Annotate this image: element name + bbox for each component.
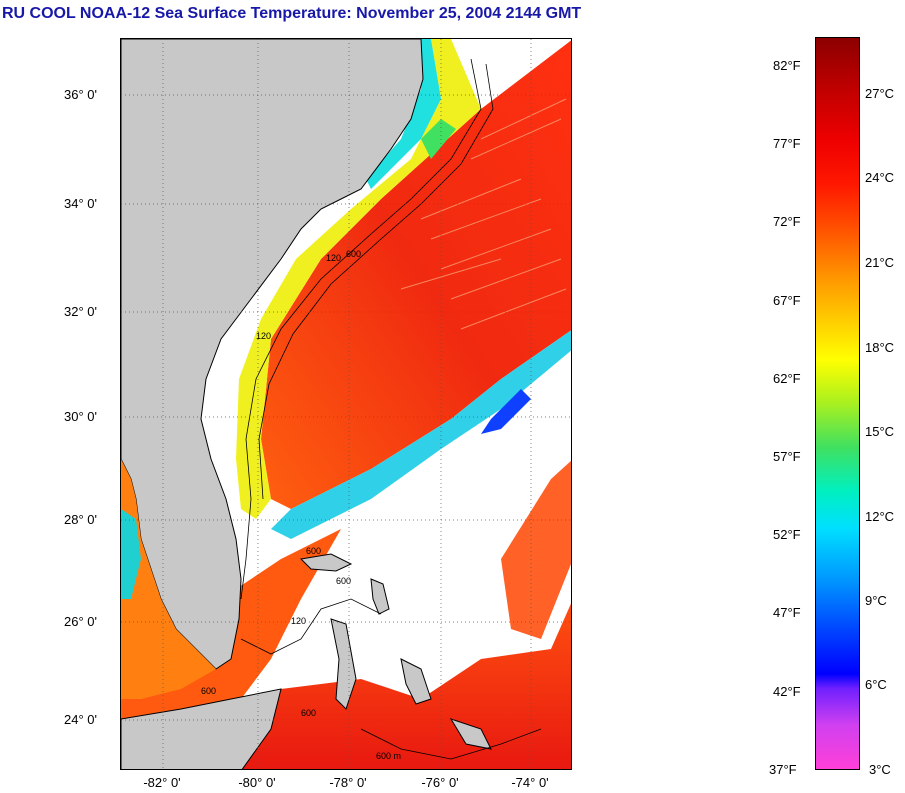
contour-label: 120 — [291, 616, 306, 626]
page-title: RU COOL NOAA-12 Sea Surface Temperature:… — [2, 5, 582, 22]
contour-label: 600 — [336, 576, 351, 586]
celsius-label: 6°C — [865, 677, 887, 692]
gulf-of-mexico-water — [121, 459, 216, 699]
sst-map-image: 120 600 120 600 600 120 600 600 600 m — [121, 39, 571, 769]
us-mainland — [121, 39, 424, 670]
fahrenheit-label: 52°F — [773, 527, 801, 542]
fahrenheit-label: 77°F — [773, 136, 801, 151]
depth-contours — [240, 58, 542, 760]
temperature-colorbar — [815, 37, 860, 770]
contour-label: 600 — [306, 546, 321, 556]
contour-label: 120 — [256, 331, 271, 341]
celsius-label: 24°C — [865, 170, 895, 185]
gulf-stream — [261, 40, 571, 509]
contour-label: 120 — [326, 253, 341, 263]
celsius-label: 15°C — [865, 424, 895, 439]
latitude-label: 32° 0' — [64, 304, 97, 319]
latitude-label: 28° 0' — [64, 512, 97, 527]
contour-label: 600 — [301, 708, 316, 718]
cuba — [121, 688, 282, 769]
longitude-label: -74° 0' — [511, 775, 549, 790]
longitude-label: -78° 0' — [329, 775, 367, 790]
celsius-label: 12°C — [865, 509, 895, 524]
latitude-label: 36° 0' — [64, 87, 97, 102]
celsius-label: 3°C — [869, 762, 891, 777]
longitude-label: -76° 0' — [421, 775, 459, 790]
fahrenheit-label: 42°F — [773, 684, 801, 699]
latitude-label: 30° 0' — [64, 409, 97, 424]
fahrenheit-label: 62°F — [773, 371, 801, 386]
bahamas-islands — [299, 553, 492, 750]
celsius-label: 9°C — [865, 593, 887, 608]
contour-label: 600 — [201, 686, 216, 696]
celsius-label: 21°C — [865, 255, 895, 270]
cool-band — [271, 330, 571, 539]
fahrenheit-label: 47°F — [773, 605, 801, 620]
longitude-label: -80° 0' — [238, 775, 276, 790]
sst-map: 120 600 120 600 600 120 600 600 600 m — [120, 38, 572, 770]
celsius-label: 27°C — [865, 86, 895, 101]
southern-warm-water — [242, 603, 571, 769]
contour-label: 600 m — [376, 751, 401, 761]
latitude-label: 26° 0' — [64, 614, 97, 629]
cloud-streaks — [400, 98, 567, 330]
contour-label: 600 — [346, 249, 361, 259]
fahrenheit-label: 57°F — [773, 449, 801, 464]
fahrenheit-label: 37°F — [769, 762, 797, 777]
celsius-label: 18°C — [865, 340, 895, 355]
fahrenheit-label: 67°F — [773, 293, 801, 308]
latitude-label: 34° 0' — [64, 196, 97, 211]
longitude-label: -82° 0' — [143, 775, 181, 790]
latitude-label: 24° 0' — [64, 712, 97, 727]
fahrenheit-label: 82°F — [773, 58, 801, 73]
coastal-shelf-water — [236, 39, 481, 519]
graticule — [121, 39, 571, 769]
fahrenheit-label: 72°F — [773, 214, 801, 229]
